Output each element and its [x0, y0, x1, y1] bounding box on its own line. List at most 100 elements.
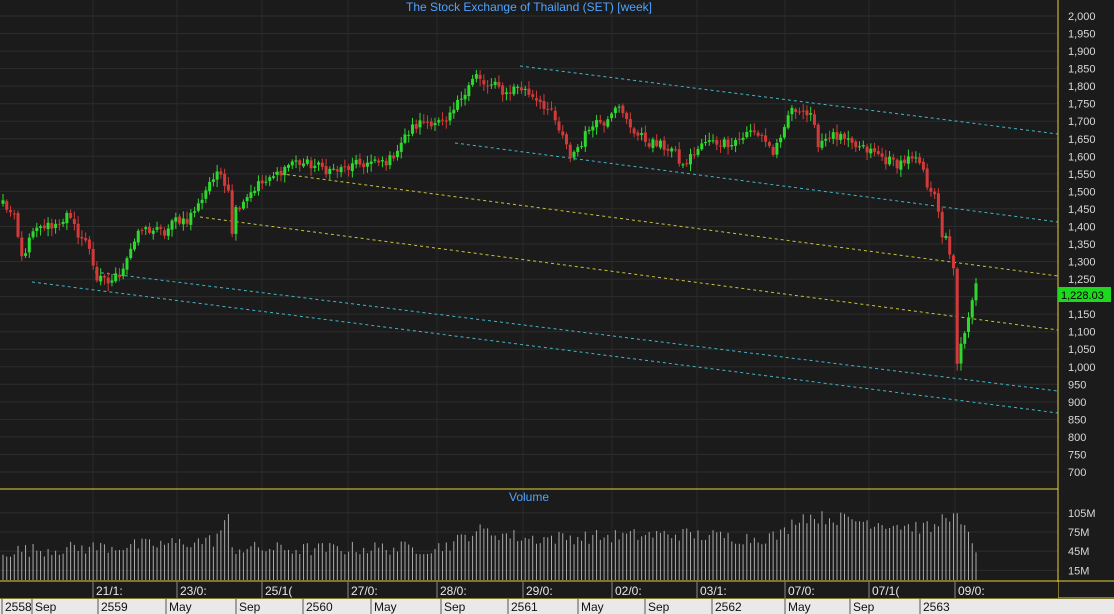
candle-body: [200, 199, 204, 204]
candle-body: [12, 213, 16, 215]
candle-body: [429, 121, 433, 127]
price-tick-label: 1,650: [1068, 134, 1096, 146]
candle-body: [271, 176, 275, 178]
candle-body: [57, 223, 61, 225]
candle-body: [234, 207, 238, 234]
candle-body: [369, 161, 373, 164]
candle-body: [69, 212, 73, 218]
candle-body: [869, 148, 873, 154]
price-tick-label: 1,300: [1068, 257, 1096, 269]
candle-body: [704, 142, 708, 144]
candle-body: [305, 159, 309, 164]
candle-body: [628, 119, 632, 128]
candle-body: [925, 168, 929, 188]
price-tick-label: 1,550: [1068, 169, 1096, 181]
candle-body: [948, 236, 952, 255]
candle-body: [178, 216, 182, 224]
candle-body: [685, 163, 689, 165]
price-axis-labels: 2,000 1,950 1,900 1,850 1,800 1,750 1,700 1,650…: [1068, 11, 1096, 479]
candle-body: [553, 110, 557, 121]
candle-body: [410, 124, 414, 134]
candle-body: [238, 207, 242, 210]
candle-body: [80, 236, 84, 239]
candle-body: [456, 99, 460, 110]
period-label: 2560: [306, 600, 333, 614]
candle-body: [87, 239, 91, 249]
candle-body: [181, 218, 185, 225]
candle-body: [20, 237, 24, 257]
candle-body: [557, 121, 561, 131]
candle-body: [843, 133, 847, 139]
candle-body: [298, 160, 302, 165]
last-price-box: [1058, 287, 1111, 302]
price-tick-label: 1,000: [1068, 362, 1096, 374]
candle-body: [362, 163, 366, 168]
candle-body: [42, 225, 46, 229]
candle-body: [790, 107, 794, 115]
price-tick-label: 1,400: [1068, 221, 1096, 233]
price-tick-label: 700: [1068, 467, 1086, 479]
candle-body: [279, 170, 283, 176]
candle-body: [132, 241, 136, 250]
trend-line: [31, 281, 1059, 414]
candle-body: [350, 163, 354, 172]
period-label: 2562: [715, 600, 742, 614]
candle-body: [16, 213, 20, 237]
candle-body: [711, 140, 715, 142]
candle-body: [722, 139, 726, 147]
date-label: 27/0:: [351, 584, 378, 598]
candle-body: [448, 112, 452, 121]
volume-tick-label: 105M: [1068, 508, 1096, 520]
candle-body: [328, 168, 332, 174]
candle-body: [253, 190, 257, 194]
trend-line: [454, 142, 1059, 223]
candle-body: [354, 159, 358, 165]
candle-body: [320, 162, 324, 167]
candle-body: [504, 92, 508, 95]
candle-body: [670, 148, 674, 152]
candle-body: [572, 151, 576, 158]
candle-body: [24, 253, 28, 256]
candle-body: [392, 155, 396, 159]
candle-body: [527, 88, 531, 95]
candle-body: [226, 184, 230, 191]
candle-body: [339, 167, 343, 173]
candle-body: [516, 86, 520, 88]
volume-tick-label: 15M: [1068, 565, 1089, 577]
candle-body: [441, 119, 445, 121]
candle-body: [914, 157, 918, 159]
candle-body: [151, 230, 155, 234]
candle-body: [906, 156, 910, 164]
price-tick-label: 1,800: [1068, 81, 1096, 93]
candle-body: [230, 190, 234, 234]
period-label: May: [169, 600, 192, 614]
candle-body: [534, 98, 538, 101]
date-label: 29/0:: [526, 584, 553, 598]
candle-body: [332, 168, 336, 170]
candle-body: [782, 127, 786, 138]
candle-body: [241, 201, 245, 209]
period-label: Sep: [853, 600, 875, 614]
candle-body: [794, 109, 798, 112]
candle-body: [549, 108, 553, 110]
candle-body: [407, 134, 411, 136]
candle-body: [749, 130, 753, 132]
candle-body: [891, 157, 895, 160]
candle-body: [343, 166, 347, 168]
date-label: 07/1(: [872, 584, 899, 598]
candle-body: [489, 84, 493, 86]
candle-body: [317, 162, 321, 165]
candle-body: [767, 142, 771, 147]
candle-body: [166, 228, 170, 236]
candle-body: [809, 113, 813, 115]
period-label: 2563: [923, 600, 950, 614]
candle-body: [610, 113, 614, 119]
candle-body: [76, 223, 80, 238]
candle-body: [839, 133, 843, 141]
last-price-marker: 1,228.03: [1058, 287, 1111, 302]
price-tick-label: 1,450: [1068, 204, 1096, 216]
candle-body: [452, 109, 456, 114]
candle-body: [873, 148, 877, 152]
candle-body: [666, 148, 670, 151]
date-label: 21/1:: [96, 584, 123, 598]
